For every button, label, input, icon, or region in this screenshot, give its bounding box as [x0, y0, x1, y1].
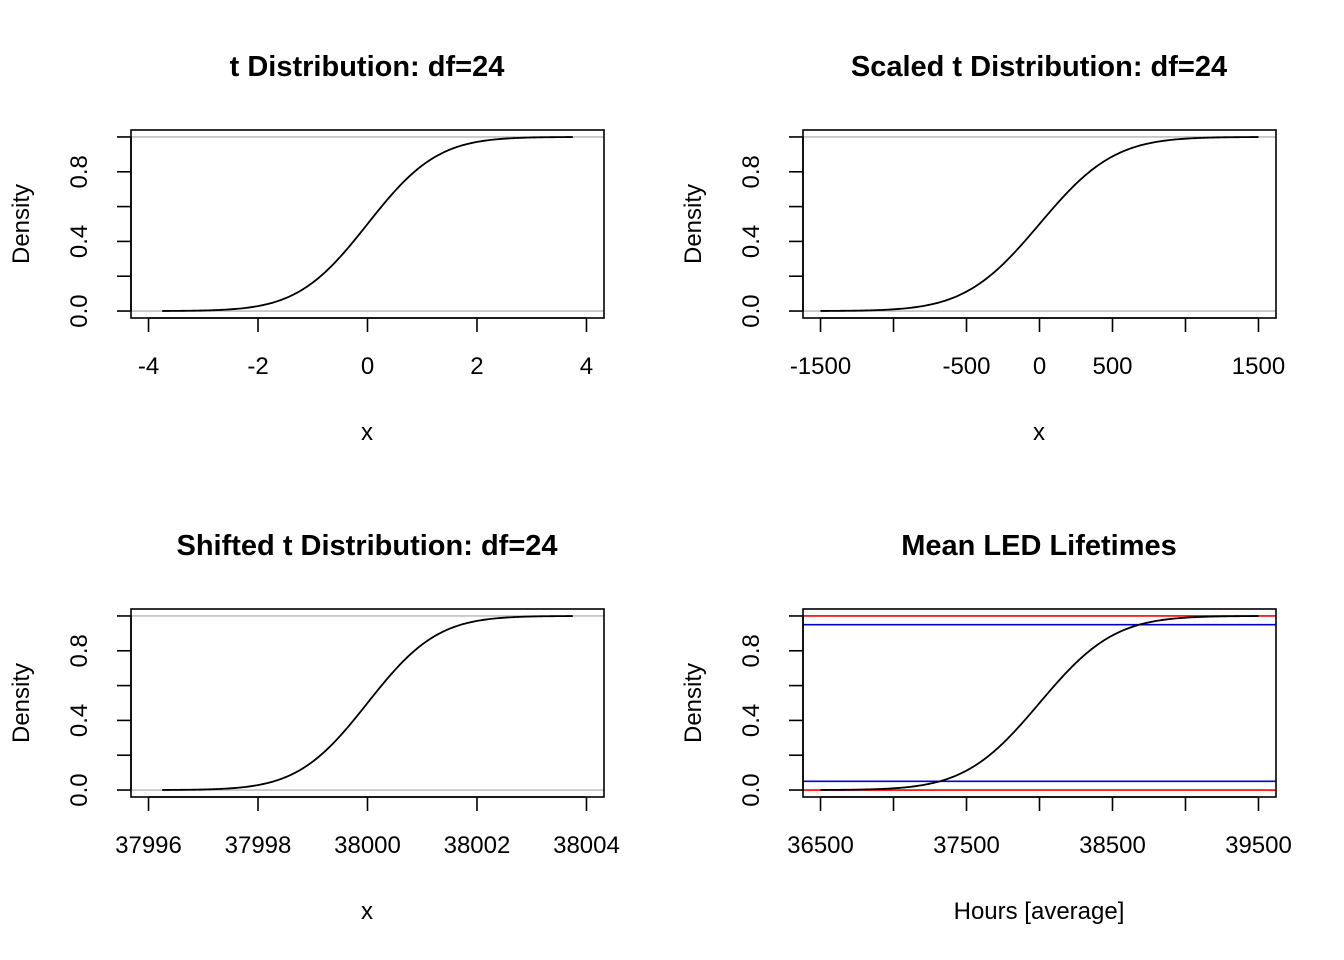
x-tick-label: 500 — [1092, 353, 1132, 380]
x-tick-label: 37996 — [115, 832, 182, 859]
x-tick-label: 4 — [580, 353, 593, 380]
plot-panel-3: Shifted t Distribution: df=24 37996 37998 3… — [8, 530, 620, 925]
y-tick-label: 0.0 — [738, 294, 765, 327]
plot-panel-2: Scaled t Distribution: df=24 -1500 -500 0 50… — [680, 51, 1285, 446]
y-tick-label: 0.0 — [66, 294, 93, 327]
x-tick-label: 39500 — [1225, 832, 1292, 859]
y-axis-label: Density — [8, 663, 35, 743]
x-tick-label: -500 — [942, 353, 990, 380]
x-tick-label: -2 — [247, 353, 268, 380]
x-axis-label: x — [1033, 419, 1045, 446]
x-tick-label: 2 — [470, 353, 483, 380]
y-tick-label: 0.4 — [66, 704, 93, 737]
x-tick-label: 38000 — [334, 832, 401, 859]
y-tick-label: 0.4 — [738, 704, 765, 737]
x-tick-label: 38004 — [553, 832, 620, 859]
x-axis-label: x — [361, 419, 373, 446]
y-tick-label: 0.4 — [66, 225, 93, 258]
x-tick-label: -1500 — [790, 353, 851, 380]
plot-panel-4: Mean LED Lifetimes 36500 37500 38500 39500 Ho… — [680, 530, 1292, 925]
y-tick-label: 0.0 — [738, 773, 765, 806]
x-tick-label: 0 — [1033, 353, 1046, 380]
y-tick-label: 0.8 — [738, 634, 765, 667]
cdf-curve — [820, 136, 1259, 312]
x-tick-label: 37998 — [225, 832, 292, 859]
cdf-curve — [162, 615, 573, 791]
x-tick-label: 38500 — [1079, 832, 1146, 859]
x-axis-label: x — [361, 898, 373, 925]
x-axis-label: Hours [average] — [954, 898, 1125, 925]
y-tick-label: 0.8 — [66, 155, 93, 188]
x-tick-label: -4 — [138, 353, 159, 380]
x-tick-label: 37500 — [933, 832, 1000, 859]
chart-title: Mean LED Lifetimes — [901, 530, 1177, 562]
cdf-curve — [162, 136, 573, 312]
chart-title: Scaled t Distribution: df=24 — [851, 51, 1227, 83]
x-tick-label: 0 — [361, 353, 374, 380]
plot-panel-1: t Distribution: df=24 -4 -2 0 2 4 x 0.0 0.4 0.8 De… — [8, 51, 605, 446]
x-tick-label: 36500 — [787, 832, 854, 859]
y-tick-label: 0.8 — [66, 634, 93, 667]
y-axis-label: Density — [8, 184, 35, 264]
y-tick-label: 0.4 — [738, 225, 765, 258]
y-axis-label: Density — [680, 184, 707, 264]
y-tick-label: 0.8 — [738, 155, 765, 188]
y-axis-label: Density — [680, 663, 707, 743]
cdf-curve — [820, 615, 1259, 791]
x-tick-label: 1500 — [1232, 353, 1285, 380]
x-tick-label: 38002 — [444, 832, 511, 859]
y-tick-label: 0.0 — [66, 773, 93, 806]
chart-title: Shifted t Distribution: df=24 — [176, 530, 557, 562]
chart-title: t Distribution: df=24 — [230, 51, 505, 83]
